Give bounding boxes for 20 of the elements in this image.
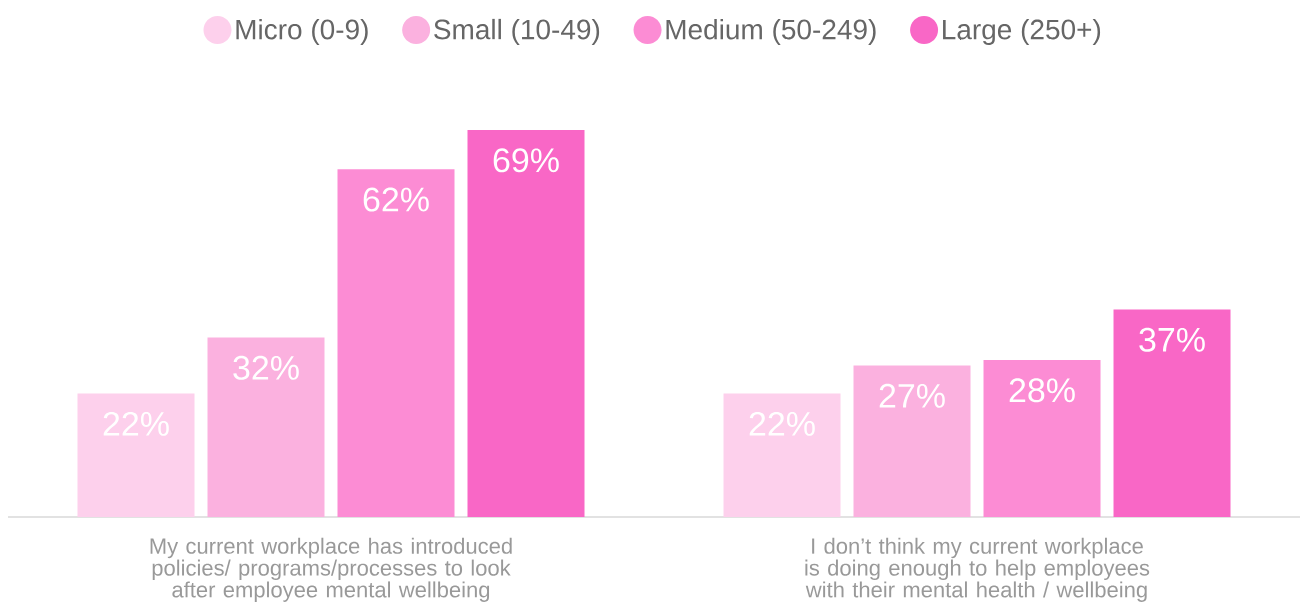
bar: [1113, 309, 1231, 517]
bar: [723, 393, 841, 517]
bar: [337, 169, 455, 517]
bar: [207, 337, 325, 517]
bar: [467, 129, 585, 517]
data-label: 69%: [493, 148, 559, 173]
data-label: 27%: [879, 383, 945, 408]
legend-label: Large (250+): [943, 18, 1101, 45]
data-label: 62%: [363, 187, 429, 212]
legend-label: Small (10-49): [434, 18, 600, 45]
data-label: 32%: [233, 355, 299, 380]
x-tick-label: My current workplace has introduced policies/ programs/processes to look after employee mental wellbeing: [150, 537, 512, 602]
bar: [853, 365, 971, 517]
data-label: 37%: [1139, 327, 1205, 352]
legend-label: Micro (0-9): [236, 18, 368, 45]
x-tick-label: I don’t think my current workplace is doing enough to help employees with their mental health / wellbeing: [805, 537, 1150, 602]
bar: [77, 393, 195, 517]
bar: [983, 359, 1101, 517]
data-label: 28%: [1009, 378, 1075, 403]
legend-label: Medium (50-249): [666, 18, 876, 45]
